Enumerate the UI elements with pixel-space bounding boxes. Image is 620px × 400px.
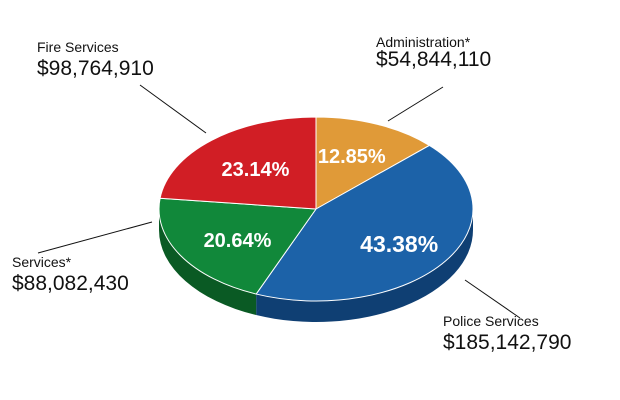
slice-value-label: $185,142,790 xyxy=(443,331,571,354)
slice-percent-label: 23.14% xyxy=(222,159,290,181)
slice-name-label: Fire Services xyxy=(37,39,119,55)
pie-depth xyxy=(159,209,473,323)
slice-value-label: $54,844,110 xyxy=(376,48,491,71)
pie-slice-administration xyxy=(315,116,431,210)
pie-slice-police-services xyxy=(255,144,474,302)
leader-line xyxy=(464,279,521,319)
leader-line xyxy=(37,221,153,254)
slice-value-label: $98,764,910 xyxy=(37,57,154,80)
leader-line xyxy=(139,84,207,134)
pie-slices xyxy=(158,116,474,302)
pie-depth-police-services xyxy=(256,209,473,323)
slice-name-label: Services* xyxy=(12,254,72,270)
slice-percent-label: 12.85% xyxy=(318,146,386,168)
labels: 12.85% Administration*$54,844,110 43.38% Po… xyxy=(12,34,571,354)
leader-lines xyxy=(37,84,521,319)
leader-line xyxy=(387,86,444,122)
slice-value-label: $88,082,430 xyxy=(12,272,129,295)
slice-percent-label: 20.64% xyxy=(204,230,272,252)
slice-name-label: Police Services xyxy=(443,313,539,329)
slice-name-label: Administration* xyxy=(376,34,471,50)
pie-depth-services xyxy=(159,209,257,316)
pie-slice-services xyxy=(158,197,317,295)
pie-slice-fire-services xyxy=(159,116,317,210)
slice-percent-label: 43.38% xyxy=(360,231,438,257)
